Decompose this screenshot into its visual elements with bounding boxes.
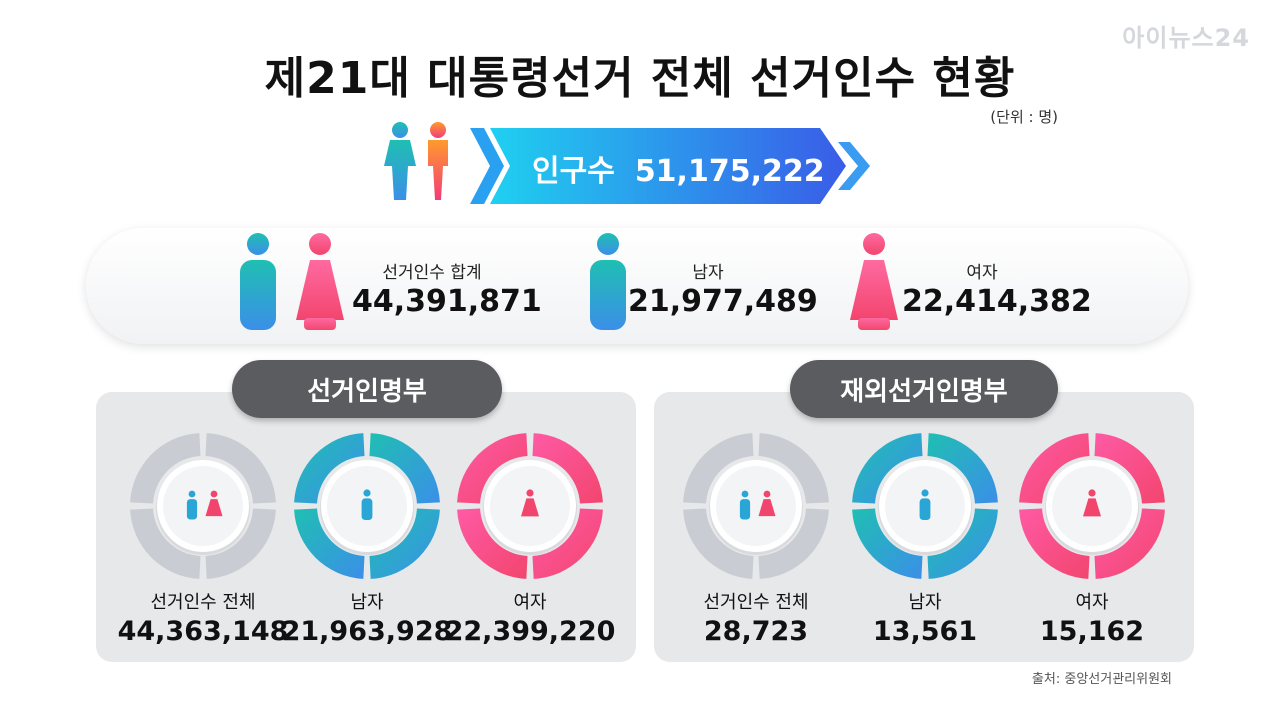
- ring-segment: [369, 508, 440, 579]
- ring-value: 21,963,928: [281, 616, 453, 647]
- population-value: 51,175,222: [634, 154, 825, 189]
- female-icon: [1083, 489, 1101, 517]
- ring-segment: [927, 433, 998, 504]
- page-title: 제21대 대통령선거 전체 선거인수 현황: [264, 53, 1016, 104]
- ring-segment: [852, 508, 923, 579]
- total-label: 선거인수 합계: [382, 263, 482, 283]
- ring-total: [130, 433, 276, 579]
- female-icon: [521, 489, 539, 517]
- ring-label: 여자: [513, 592, 547, 613]
- ring-segment: [852, 433, 923, 504]
- ring-female: [457, 433, 603, 579]
- male-icon: [361, 489, 373, 520]
- ring-segment: [457, 433, 528, 504]
- ring-segment: [130, 433, 201, 504]
- female-icon: [850, 233, 898, 330]
- ring-segment: [927, 508, 998, 579]
- male-icon: [919, 489, 931, 520]
- ring-label: 선거인수 전체: [703, 592, 809, 613]
- ring-value: 13,561: [872, 616, 978, 647]
- source-note: 출처: 중앙선거관리위원회: [1031, 672, 1172, 687]
- ring-total: [683, 433, 829, 579]
- ring-label: 남자: [908, 592, 942, 613]
- couple-icon: [384, 122, 448, 200]
- overseas-panel-title: 재외선거인명부: [790, 360, 1058, 418]
- ring-segment: [532, 508, 603, 579]
- unit-note: (단위 : 명): [990, 108, 1058, 126]
- ring-segment: [683, 508, 754, 579]
- ring-segment: [758, 433, 829, 504]
- population-label: 인구수: [532, 154, 615, 189]
- ring-label: 선거인수 전체: [150, 592, 256, 613]
- ring-value: 44,363,148: [117, 616, 289, 647]
- ring-value: 15,162: [1039, 616, 1145, 647]
- male-icon: [590, 233, 626, 330]
- ring-segment: [1019, 508, 1090, 579]
- population-text: 인구수 51,175,222: [532, 146, 825, 190]
- brand-logo: 아이뉴스24: [1122, 24, 1250, 52]
- couple-icon: [240, 233, 344, 330]
- male-total-value: 21,977,489: [628, 284, 818, 319]
- ring-segment: [294, 433, 365, 504]
- total-value: 44,391,871: [352, 284, 542, 319]
- female-total-label: 여자: [966, 263, 998, 283]
- ring-segment: [205, 433, 276, 504]
- ring-segment: [1094, 508, 1165, 579]
- ring-segment: [1094, 433, 1165, 504]
- population-ribbon: [470, 128, 870, 204]
- ring-segment: [294, 508, 365, 579]
- ring-segment: [758, 508, 829, 579]
- couple-icon: [739, 490, 776, 520]
- ring-female: [1019, 433, 1165, 579]
- ring-value: 22,399,220: [444, 616, 616, 647]
- ring-segment: [683, 433, 754, 504]
- ring-segment: [369, 433, 440, 504]
- ring-segment: [205, 508, 276, 579]
- female-total-value: 22,414,382: [902, 284, 1092, 319]
- ring-label: 여자: [1075, 592, 1109, 613]
- ring-segment: [457, 508, 528, 579]
- ring-male: [294, 433, 440, 579]
- ring-value: 28,723: [703, 616, 809, 647]
- male-total-label: 남자: [692, 263, 724, 283]
- ring-segment: [1019, 433, 1090, 504]
- ring-segment: [532, 433, 603, 504]
- domestic-panel-title: 선거인명부: [232, 360, 502, 418]
- ring-segment: [130, 508, 201, 579]
- couple-icon: [186, 490, 223, 520]
- ring-label: 남자: [350, 592, 384, 613]
- ring-male: [852, 433, 998, 579]
